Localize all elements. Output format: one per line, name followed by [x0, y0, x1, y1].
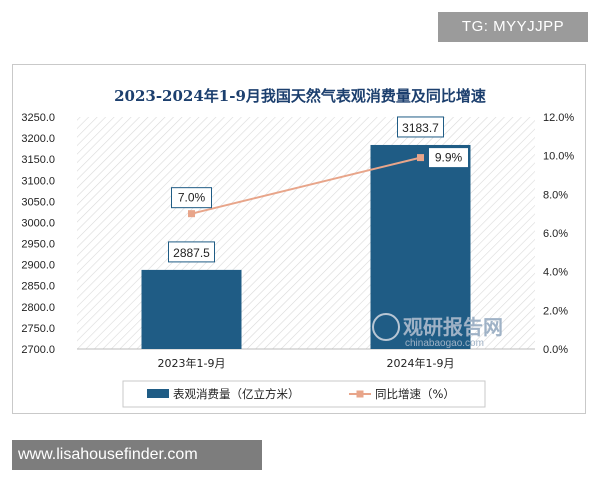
legend-bar-label: 表观消费量（亿立方米） — [173, 387, 300, 401]
y-left-tick-label: 2800.0 — [21, 302, 55, 314]
line-point — [417, 154, 424, 162]
line-point — [188, 210, 195, 218]
chart-title: 2023-2024年1-9月我国天然气表观消费量及同比增速 — [114, 87, 486, 105]
y-right-tick-label: 2.0% — [543, 305, 568, 317]
y-left-tick-label: 2700.0 — [21, 344, 55, 356]
bar-data-label: 3183.7 — [402, 121, 439, 135]
y-left-tick-label: 3000.0 — [21, 217, 55, 229]
y-right-tick-label: 6.0% — [543, 228, 568, 240]
x-category-label: 2023年1-9月 — [158, 356, 226, 370]
y-right-tick-label: 8.0% — [543, 189, 568, 201]
y-left-tick-label: 2750.0 — [21, 323, 55, 335]
y-right-tick-label: 0.0% — [543, 344, 568, 356]
line-data-label: 9.9% — [435, 151, 463, 165]
plot-layer: 2700.0 2750.0 2800.0 2850.0 2900.0 2950.0 3000… — [21, 112, 574, 370]
y-left-tick-label: 3250.0 — [21, 112, 55, 124]
y-left-tick-label: 3200.0 — [21, 133, 55, 145]
y-left-tick-label: 2850.0 — [21, 281, 55, 293]
bar-data-label: 2887.5 — [173, 246, 210, 260]
y-left-tick-label: 3100.0 — [21, 175, 55, 187]
legend-line-label: 同比增速（%） — [375, 387, 455, 401]
y-left-tick-label: 3050.0 — [21, 196, 55, 208]
watermark: 观研报告网 chinabaogao.com — [372, 313, 503, 349]
line-data-label: 7.0% — [178, 191, 206, 205]
y-left-tick-label: 2900.0 — [21, 260, 55, 272]
line-data-label-box — [428, 147, 469, 169]
y-right-tick-label: 10.0% — [543, 151, 574, 163]
footer-url-banner: www.lisahousefinder.com — [12, 440, 262, 470]
legend: 表观消费量（亿立方米） 同比增速（%） — [122, 380, 486, 408]
chart-svg: 2023-2024年1-9月我国天然气表观消费量及同比增速 2700.0 2750… — [21, 87, 574, 408]
legend-bar-swatch — [147, 389, 169, 398]
y-right-tick-label: 12.0% — [543, 112, 574, 124]
watermark-name-cn: 观研报告网 — [403, 315, 503, 339]
tg-badge: TG: MYYJJPP — [438, 12, 588, 42]
y-right-tick-label: 4.0% — [543, 267, 568, 279]
y-left-tick-label: 3150.0 — [21, 154, 55, 166]
line-series — [191, 156, 421, 215]
watermark-name-en: chinabaogao.com — [405, 338, 484, 349]
bar — [141, 269, 242, 349]
bar-data-label-box — [397, 116, 444, 138]
chart-frame: 2023-2024年1-9月我国天然气表观消费量及同比增速 2700.0 2750… — [12, 64, 586, 414]
watermark-logo-icon — [372, 313, 400, 341]
legend-box — [122, 380, 486, 408]
line-data-label-box — [171, 187, 212, 209]
legend-line-marker — [356, 390, 364, 398]
bar-data-label-box — [168, 241, 215, 263]
y-left-tick-label: 2950.0 — [21, 239, 55, 251]
x-category-label: 2024年1-9月 — [387, 356, 455, 370]
